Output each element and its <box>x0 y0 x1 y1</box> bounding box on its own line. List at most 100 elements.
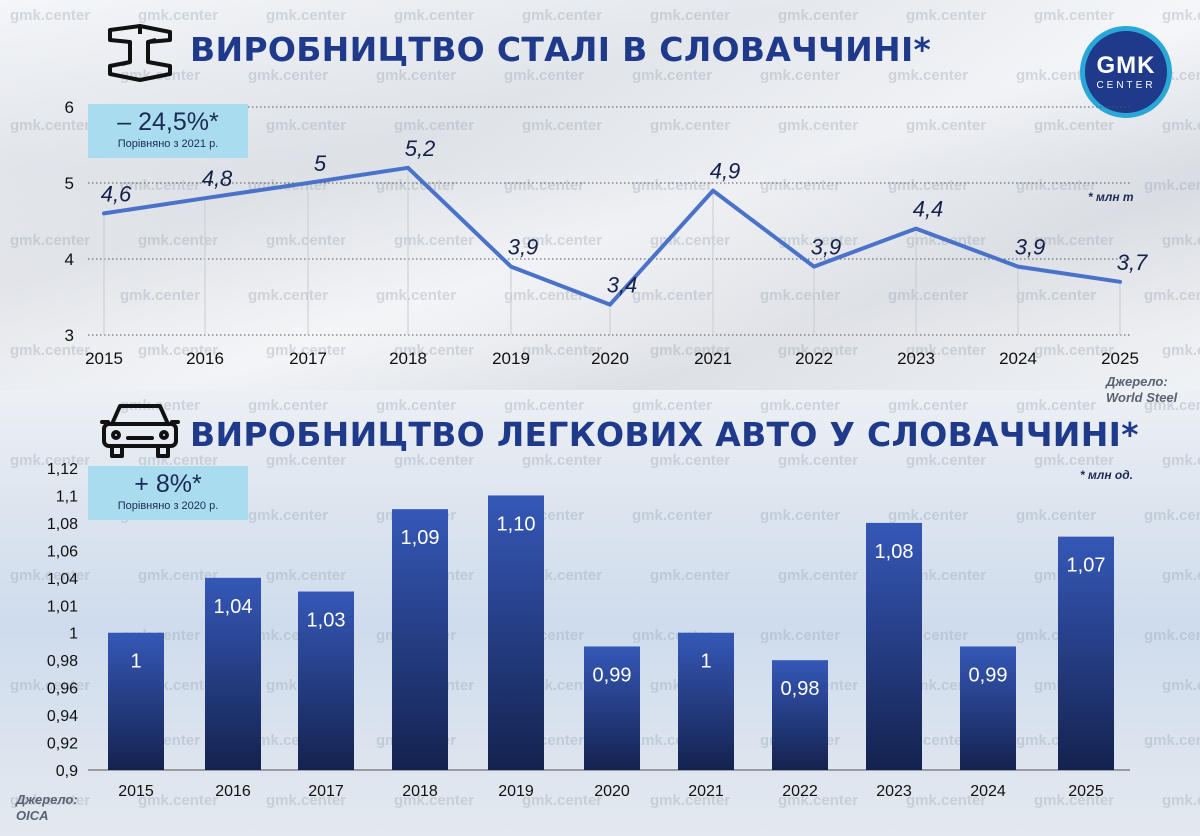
watermark-text: gmk.center <box>394 232 474 249</box>
steel-data-label: 4,8 <box>202 166 233 191</box>
steel-y-tick: 3 <box>65 326 74 345</box>
watermark-text: gmk.center <box>10 567 90 584</box>
cars-data-label: 1,08 <box>875 541 914 563</box>
cars-x-tick: 2024 <box>970 783 1006 800</box>
watermark-text: gmk.center <box>778 342 858 359</box>
watermark-text: gmk.center <box>1144 627 1200 644</box>
watermark-text: gmk.center <box>10 452 90 469</box>
cars-bar <box>772 660 828 770</box>
watermark-text: gmk.center <box>778 567 858 584</box>
cars-source: Джерело: OICA <box>16 792 78 824</box>
watermark-text: gmk.center <box>760 507 840 524</box>
watermark-text: gmk.center <box>10 342 90 359</box>
watermark-text: gmk.center <box>650 7 730 24</box>
watermark-text: gmk.center <box>266 232 346 249</box>
watermark-text: gmk.center <box>906 117 986 134</box>
steel-data-label: 3,9 <box>1015 235 1046 260</box>
watermark-text: gmk.center <box>394 7 474 24</box>
cars-bar <box>298 591 354 770</box>
steel-beam-icon <box>108 24 172 82</box>
watermark-text: gmk.center <box>522 117 602 134</box>
steel-y-tick: 5 <box>65 174 74 193</box>
watermark-text: gmk.center <box>1016 177 1096 194</box>
watermark-text: gmk.center <box>10 232 90 249</box>
watermark-text: gmk.center <box>906 567 986 584</box>
watermark-text: gmk.center <box>504 67 584 84</box>
cars-y-tick: 0,92 <box>47 736 78 753</box>
cars-change-value: + 8%* <box>134 470 202 498</box>
steel-data-label: 5,2 <box>405 136 436 161</box>
watermark-text: gmk.center <box>504 397 584 414</box>
watermark-text: gmk.center <box>778 232 858 249</box>
watermark-text: gmk.center <box>1034 232 1114 249</box>
watermark-text: gmk.center <box>522 792 602 809</box>
steel-unit-note: * млн т <box>1088 190 1134 204</box>
cars-unit-note: * млн од. <box>1080 468 1134 482</box>
watermark-text: gmk.center <box>632 507 712 524</box>
watermark-text: gmk.center <box>266 342 346 359</box>
cars-data-label: 0,98 <box>781 678 820 700</box>
steel-change-value: – 24,5%* <box>117 108 219 136</box>
watermark-text: gmk.center <box>10 792 90 809</box>
steel-chart-title: ВИРОБНИЦТВО СТАЛІ В СЛОВАЧЧИНІ* <box>190 30 932 69</box>
cars-x-tick: 2023 <box>876 783 912 800</box>
cars-data-label: 0,99 <box>593 664 632 686</box>
steel-source-label: Джерело: <box>1106 374 1168 389</box>
cars-x-tick: 2020 <box>594 783 630 800</box>
cars-change-badge: + 8%* Порівняно з 2020 р. <box>88 466 248 520</box>
cars-x-tick: 2022 <box>782 783 818 800</box>
watermark-text: gmk.center <box>778 7 858 24</box>
steel-x-tick: 2022 <box>795 349 833 368</box>
steel-series-line <box>102 165 1122 307</box>
watermark-text: gmk.center <box>1162 677 1200 694</box>
steel-x-tick: 2024 <box>999 349 1037 368</box>
watermark-text: gmk.center <box>906 452 986 469</box>
watermark-text: gmk.center <box>760 67 840 84</box>
steel-data-label: 5 <box>314 151 327 176</box>
cars-y-tick: 1,06 <box>47 543 78 560</box>
watermark-text: gmk.center <box>760 627 840 644</box>
steel-x-tick: 2020 <box>591 349 629 368</box>
cars-x-tick: 2025 <box>1068 783 1104 800</box>
watermark-text: gmk.center <box>266 452 346 469</box>
watermark-text: gmk.center <box>266 117 346 134</box>
steel-x-tick: 2016 <box>186 349 224 368</box>
watermark-text: gmk.center <box>1016 397 1096 414</box>
cars-bar <box>488 495 544 770</box>
watermark-text: gmk.center <box>1144 507 1200 524</box>
watermark-text: gmk.center <box>906 792 986 809</box>
steel-y-tick: 4 <box>65 250 74 269</box>
watermark-text: gmk.center <box>138 342 218 359</box>
watermark-text: gmk.center <box>888 177 968 194</box>
cars-x-tick: 2015 <box>118 783 154 800</box>
watermark-text: gmk.center <box>1144 287 1200 304</box>
cars-data-label: 1,10 <box>497 513 536 535</box>
steel-data-label: 4,6 <box>101 181 132 206</box>
watermark-text: gmk.center <box>376 287 456 304</box>
watermark-text: gmk.center <box>1162 452 1200 469</box>
cars-y-tick: 0,94 <box>47 708 78 725</box>
watermark-text: gmk.center <box>1016 67 1096 84</box>
cars-x-tick: 2016 <box>215 783 251 800</box>
cars-source-label: Джерело: <box>16 792 78 807</box>
cars-data-label: 0,99 <box>969 664 1008 686</box>
watermark-text: gmk.center <box>760 397 840 414</box>
cars-y-tick: 1,01 <box>47 598 78 615</box>
car-icon <box>100 404 180 458</box>
watermark-text: gmk.center <box>376 177 456 194</box>
watermark-text: gmk.center <box>1034 792 1114 809</box>
cars-bar <box>584 646 640 770</box>
watermark-text: gmk.center <box>504 177 584 194</box>
watermark-text: gmk.center <box>1034 117 1114 134</box>
watermark-text: gmk.center <box>120 287 200 304</box>
watermark-text: gmk.center <box>778 452 858 469</box>
steel-background <box>0 0 1200 390</box>
steel-data-label: 3,9 <box>811 235 842 260</box>
watermark-text: gmk.center <box>120 177 200 194</box>
steel-x-tick: 2017 <box>289 349 327 368</box>
watermark-text: gmk.center <box>266 567 346 584</box>
steel-data-label: 3,9 <box>508 235 539 260</box>
cars-bar <box>1058 536 1114 770</box>
cars-data-label: 1 <box>130 651 141 673</box>
